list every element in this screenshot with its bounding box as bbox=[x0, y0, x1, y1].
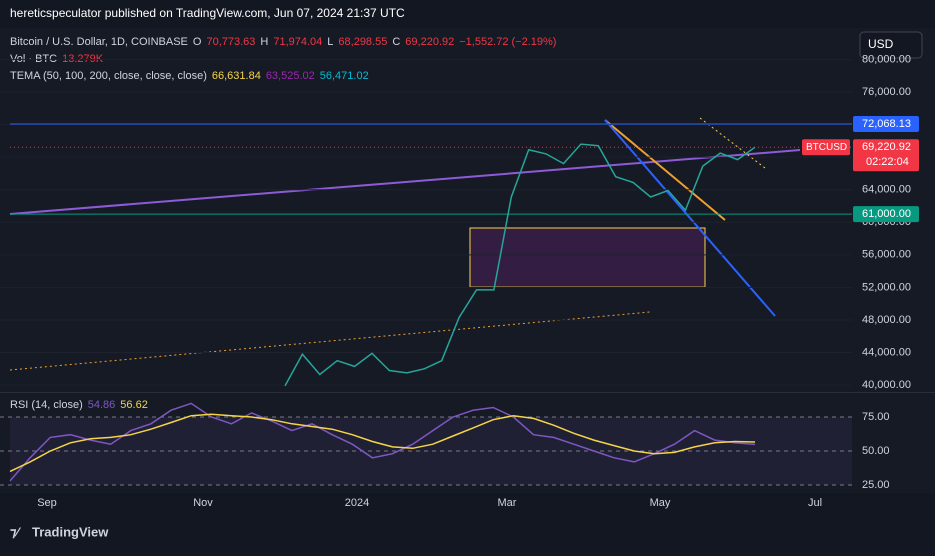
y-tick-label: 75.00 bbox=[862, 411, 890, 423]
y-tick-label: 44,000.00 bbox=[862, 346, 911, 358]
y-tick-label: 76,000.00 bbox=[862, 86, 911, 98]
y-tick-label: 64,000.00 bbox=[862, 184, 911, 196]
symbol-box bbox=[802, 139, 850, 156]
price-label-box bbox=[853, 116, 919, 133]
legend-text: L bbox=[327, 36, 333, 48]
y-tick-label: 52,000.00 bbox=[862, 281, 911, 293]
legend-text: Bitcoin / U.S. Dollar, 1D, COINBASE bbox=[10, 36, 188, 48]
series-line bbox=[284, 143, 756, 387]
x-tick-label: May bbox=[650, 497, 671, 509]
symbol-label: BTCUSD bbox=[806, 142, 847, 153]
trendline bbox=[699, 117, 766, 169]
series-line bbox=[9, 413, 756, 473]
legend-text: 68,298.55 bbox=[338, 36, 387, 48]
legend-text: 56,471.02 bbox=[320, 70, 369, 82]
price-label: 61,000.00 bbox=[862, 208, 911, 220]
trendline bbox=[9, 149, 801, 215]
header: hereticspeculator published on TradingVi… bbox=[10, 6, 405, 20]
countdown: 02:22:04 bbox=[866, 156, 909, 168]
trendline bbox=[604, 119, 726, 221]
x-tick-label: Sep bbox=[37, 497, 57, 509]
legend-text: 56.62 bbox=[120, 399, 148, 411]
legend-text: H bbox=[260, 36, 268, 48]
pane-separator bbox=[0, 392, 935, 393]
legend-text: 13.279K bbox=[62, 53, 104, 65]
range-box bbox=[469, 227, 706, 288]
trendline bbox=[9, 311, 651, 371]
legend-text: RSI (14, close) bbox=[10, 399, 83, 411]
price-label: 69,220.92 bbox=[862, 141, 911, 153]
y-tick-label: 56,000.00 bbox=[862, 249, 911, 261]
brand: TradingView bbox=[32, 524, 109, 539]
drawings bbox=[9, 117, 801, 371]
series-line bbox=[9, 402, 756, 482]
price-label: 72,068.13 bbox=[862, 118, 911, 130]
rsi-band bbox=[10, 417, 852, 485]
legend-text: 66,631.84 bbox=[212, 70, 261, 82]
y-tick-label: 48,000.00 bbox=[862, 314, 911, 326]
legend-text: 54.86 bbox=[88, 399, 116, 411]
trendline bbox=[604, 119, 776, 317]
chart-background bbox=[0, 28, 935, 493]
legend-text: −1,552.72 (−2.19%) bbox=[459, 36, 556, 48]
y-tick-label: 50.00 bbox=[862, 445, 890, 457]
legend-text: 70,773.63 bbox=[206, 36, 255, 48]
legend-text: 63,525.02 bbox=[266, 70, 315, 82]
price-label-box bbox=[853, 139, 919, 172]
brand-logo: ⁊⁄ bbox=[10, 524, 21, 539]
legend: Bitcoin / U.S. Dollar, 1D, COINBASE O 70,7… bbox=[10, 36, 556, 411]
legend-text: 69,220.92 bbox=[405, 36, 454, 48]
y-tick-label: 25.00 bbox=[862, 479, 890, 491]
legend-text: 71,974.04 bbox=[273, 36, 322, 48]
x-tick-label: Nov bbox=[193, 497, 213, 509]
currency-button-label[interactable]: USD bbox=[868, 37, 894, 51]
currency-button[interactable] bbox=[859, 31, 923, 59]
x-tick-label: Mar bbox=[498, 497, 517, 509]
legend-text: C bbox=[392, 36, 400, 48]
price-label-box bbox=[853, 206, 919, 223]
y-tick-label: 40,000.00 bbox=[862, 379, 911, 391]
x-tick-label: Jul bbox=[808, 497, 822, 509]
legend-text: TEMA (50, 100, 200, close, close, close) bbox=[10, 70, 207, 82]
legend-text: Vol · BTC bbox=[10, 53, 57, 65]
x-tick-label: 2024 bbox=[345, 497, 369, 509]
y-tick-label: 80,000.00 bbox=[862, 53, 911, 65]
legend-text: O bbox=[193, 36, 202, 48]
